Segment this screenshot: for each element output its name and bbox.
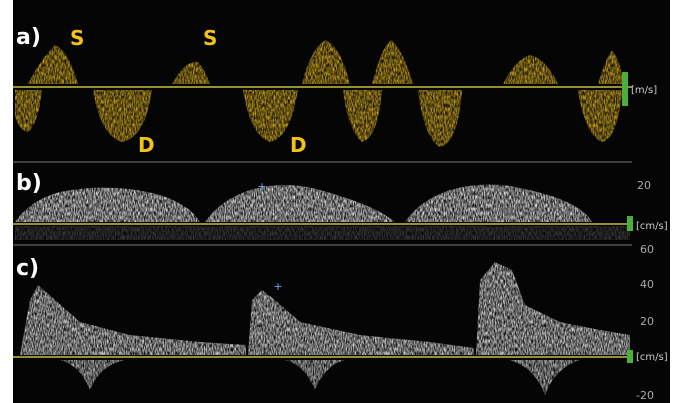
cursor-marker: + — [273, 280, 282, 293]
annotation: D — [290, 133, 307, 157]
page: {"panels": [ {"label": "a)", "annotation… — [0, 0, 683, 403]
annotation: D — [138, 133, 155, 157]
panel-label: b) — [16, 171, 42, 196]
tick-label: -20 — [636, 389, 654, 402]
panel-label: c) — [16, 256, 39, 281]
scale-bar — [627, 216, 633, 231]
waveform-b — [15, 184, 592, 222]
cursor-marker: + — [257, 180, 266, 193]
tick-label: 20 — [640, 315, 654, 328]
unit-label: [cm/s] — [636, 352, 668, 363]
scale-bar — [627, 350, 633, 363]
annotation: S — [70, 26, 84, 50]
scale-bar — [622, 72, 628, 106]
waveform-b-reverse — [15, 226, 630, 240]
unit-label: [cm/s] — [636, 221, 668, 232]
doppler-figure: a) S S D D [m/s] b) 20 [cm/s] + — [0, 0, 683, 403]
unit-label: [m/s] — [631, 85, 657, 96]
panel-label: a) — [16, 25, 41, 50]
tick-label: 40 — [640, 278, 654, 291]
tick-label: 60 — [640, 243, 654, 256]
annotation: S — [203, 26, 217, 50]
tick-label: 20 — [637, 179, 651, 192]
